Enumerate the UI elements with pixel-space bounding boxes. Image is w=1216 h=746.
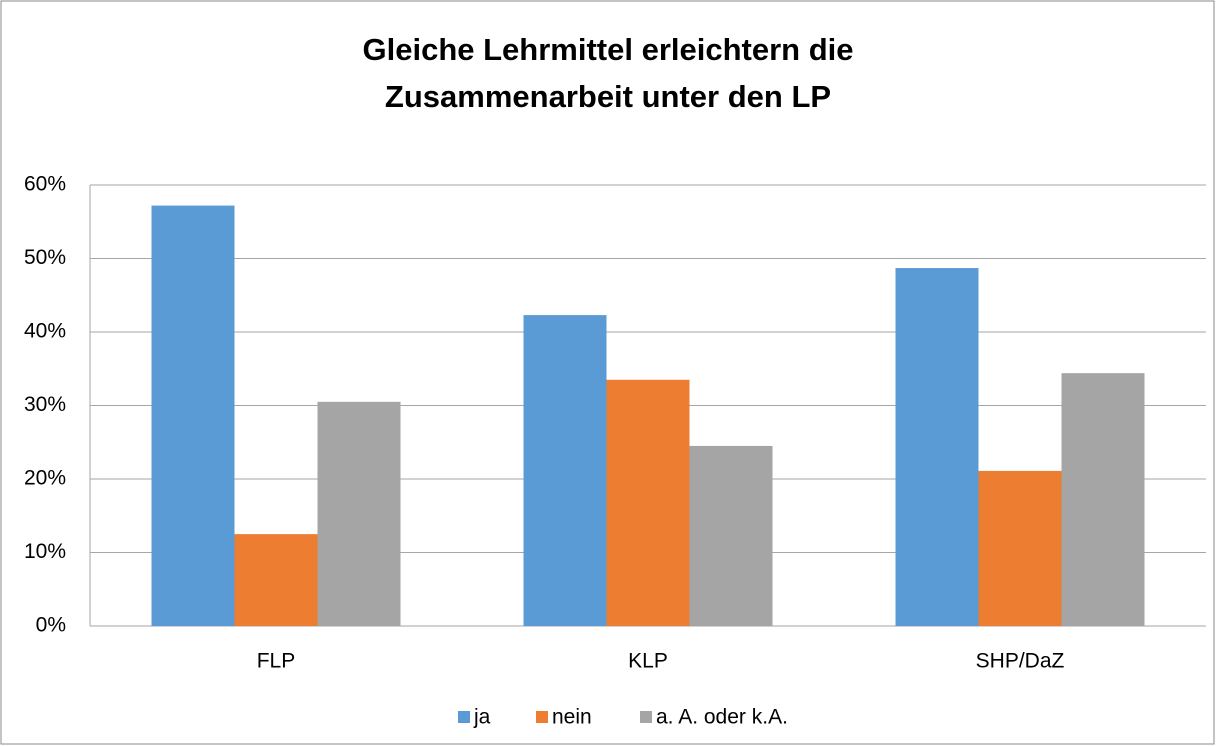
y-tick-label: 10% <box>24 540 66 563</box>
bar <box>151 205 235 626</box>
y-tick-label: 30% <box>24 393 66 416</box>
bar <box>523 315 607 626</box>
bar <box>895 268 979 626</box>
chart-title: Zusammenarbeit unter den LP <box>385 79 831 114</box>
y-tick-label: 0% <box>36 614 66 637</box>
x-tick-label: KLP <box>628 650 668 673</box>
y-tick-label: 50% <box>24 246 66 269</box>
x-tick-label: FLP <box>257 650 296 673</box>
legend-swatch <box>640 711 652 723</box>
legend-swatch <box>536 711 548 723</box>
y-tick-label: 40% <box>24 320 66 343</box>
x-tick-label: SHP/DaZ <box>976 650 1065 673</box>
bar <box>606 379 690 626</box>
legend-swatch <box>458 711 470 723</box>
bar <box>234 534 318 626</box>
legend-label: ja <box>473 706 491 729</box>
legend-label: a. A. oder k.A. <box>656 706 788 729</box>
bar <box>317 401 401 626</box>
y-tick-label: 20% <box>24 467 66 490</box>
chart-title: Gleiche Lehrmittel erleichtern die <box>363 32 854 67</box>
y-tick-label: 60% <box>24 173 66 196</box>
bar <box>689 445 773 626</box>
legend-label: nein <box>552 706 592 729</box>
bar <box>1061 373 1145 626</box>
bar <box>978 470 1062 626</box>
